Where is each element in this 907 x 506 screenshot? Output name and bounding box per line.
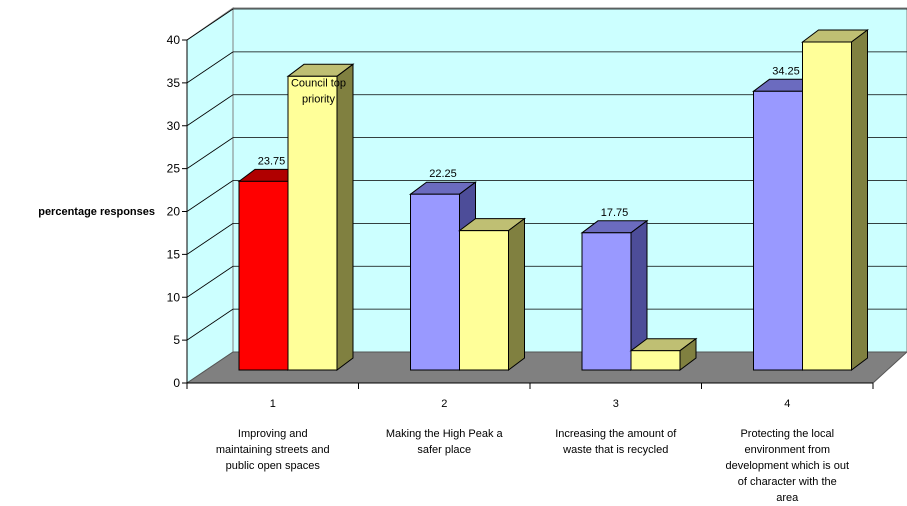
bar-s1-c4 — [753, 90, 803, 371]
bar-s1-c3 — [581, 232, 632, 371]
y-tick-label-2: 10 — [167, 290, 181, 304]
gridline-side-1 — [186, 308, 234, 341]
bar-s2-c2 — [459, 230, 509, 371]
category-description-c1-l1: Improving and — [238, 428, 308, 440]
y-axis-label: percentage responses — [38, 206, 155, 218]
category-description-c4-l1: Protecting the local — [740, 428, 834, 440]
bar-side-s2-c1 — [336, 63, 354, 371]
x-tick-label-3: 3 — [613, 398, 619, 410]
category-description-c1-l3: public open spaces — [226, 460, 321, 472]
bar-side-s2-c4 — [851, 29, 868, 371]
bar-s1-c2 — [410, 193, 460, 371]
data-label-s1-c1: 23.75 — [258, 155, 286, 167]
bar-s1-c1 — [238, 180, 289, 371]
data-label-s1-c4: 34.25 — [772, 65, 800, 77]
bars — [237, 29, 869, 371]
annotation-line-2: priority — [302, 93, 336, 105]
gridline-side-8 — [186, 8, 234, 41]
category-description-c4-l3: development which is out — [725, 460, 849, 472]
data-label-s1-c2: 22.25 — [429, 168, 457, 180]
bar-s2-c3 — [630, 350, 681, 371]
axes — [182, 39, 874, 389]
gridline-side-5 — [186, 137, 234, 169]
x-tick-label-4: 4 — [784, 398, 790, 410]
y-tick-label-1: 5 — [173, 333, 180, 347]
gridline-side-3 — [186, 223, 234, 255]
category-description-c3-l2: waste that is recycled — [562, 444, 668, 456]
x-tick-label-1: 1 — [270, 398, 276, 410]
gridline-side-6 — [186, 94, 234, 127]
y-tick-label-4: 20 — [167, 205, 181, 219]
y-tick-label-0: 0 — [173, 376, 180, 390]
labels: 0 5 10 15 20 25 30 35 40 23.75 22.25 17.75 34.25 Coun… — [167, 33, 849, 504]
x-tick-label-2: 2 — [441, 398, 447, 410]
data-label-s1-c3: 17.75 — [601, 207, 629, 219]
category-description-c4-l5: area — [776, 492, 799, 504]
y-tick-label-5: 25 — [167, 162, 181, 176]
category-description-c1-l2: maintaining streets and — [216, 444, 330, 456]
bar-s2-c1 — [287, 75, 338, 371]
category-description-c4-l4: of character with the — [738, 476, 837, 488]
bar-s2-c4 — [802, 41, 852, 371]
category-description-c2-l1: Making the High Peak a — [386, 428, 504, 440]
bar-side-s2-c2 — [508, 217, 525, 371]
category-description-c3-l1: Increasing the amount of — [555, 428, 677, 440]
category-description-c4-l2: environment from — [744, 444, 830, 456]
gridline-side-7 — [186, 51, 234, 84]
y-tick-label-8: 40 — [167, 33, 181, 47]
y-tick-label-7: 35 — [167, 76, 181, 90]
side-wall — [186, 7, 234, 384]
y-tick-label-6: 30 — [167, 119, 181, 133]
gridline-side-4 — [186, 180, 234, 212]
y-tick-label-3: 15 — [167, 247, 181, 261]
annotation-line-1: Council top — [291, 77, 346, 89]
category-description-c2-l2: safer place — [417, 444, 471, 456]
gridline-side-2 — [186, 265, 234, 298]
